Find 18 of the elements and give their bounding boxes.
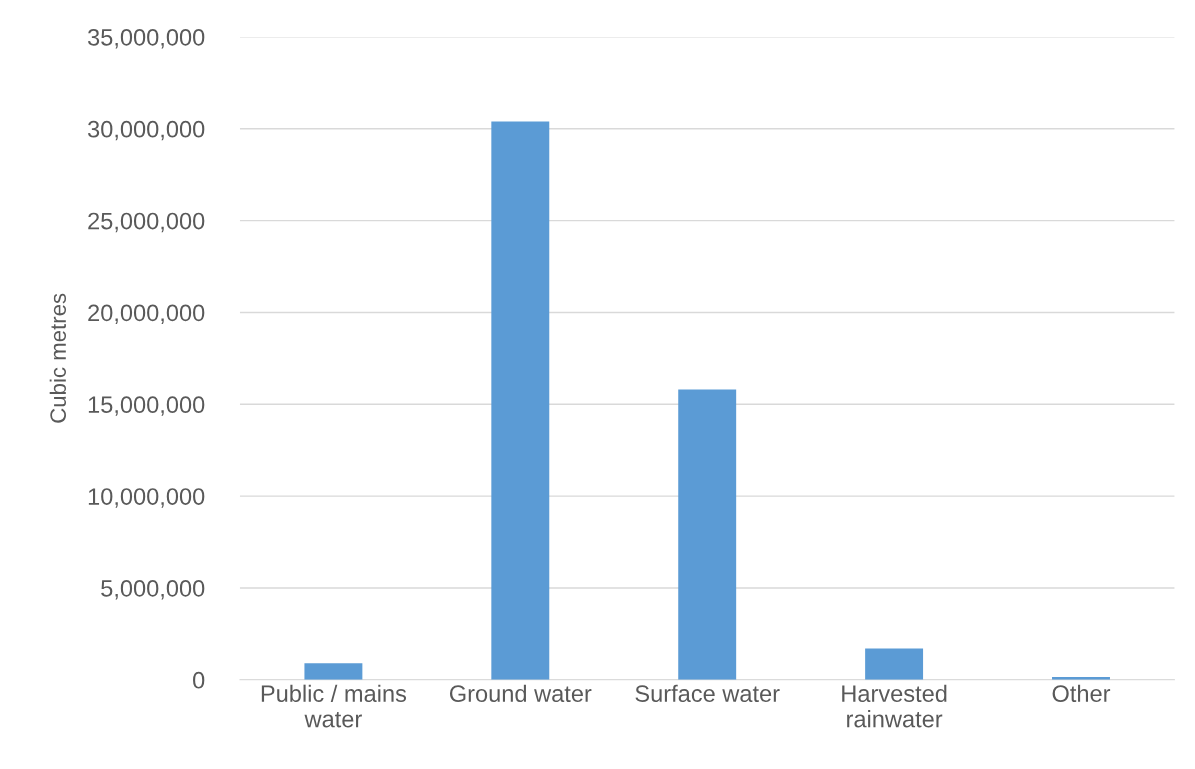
x-tick-label: Other [1052,684,1111,702]
x-tick-label: Public / mains water [261,684,407,728]
y-tick-label: 0 [193,671,205,689]
x-tick-label: Harvested rainwater [842,684,947,728]
x-tick-label: Surface water [635,684,780,702]
bar [678,389,737,680]
y-tick-label: 20,000,000 [88,304,205,325]
y-tick-label: 30,000,000 [87,120,205,141]
bar [304,663,363,680]
y-axis-title: Cubic metres [49,293,67,423]
y-tick-label: 25,000,000 [88,212,205,233]
bar [491,121,550,680]
y-tick-label: 35,000,000 [87,28,205,49]
x-tick-label: Ground water [449,684,592,702]
y-tick-label: 10,000,000 [88,488,205,508]
bar [865,648,924,680]
y-tick-label: 15,000,000 [88,396,205,416]
y-tick-label: 5,000,000 [101,580,205,600]
